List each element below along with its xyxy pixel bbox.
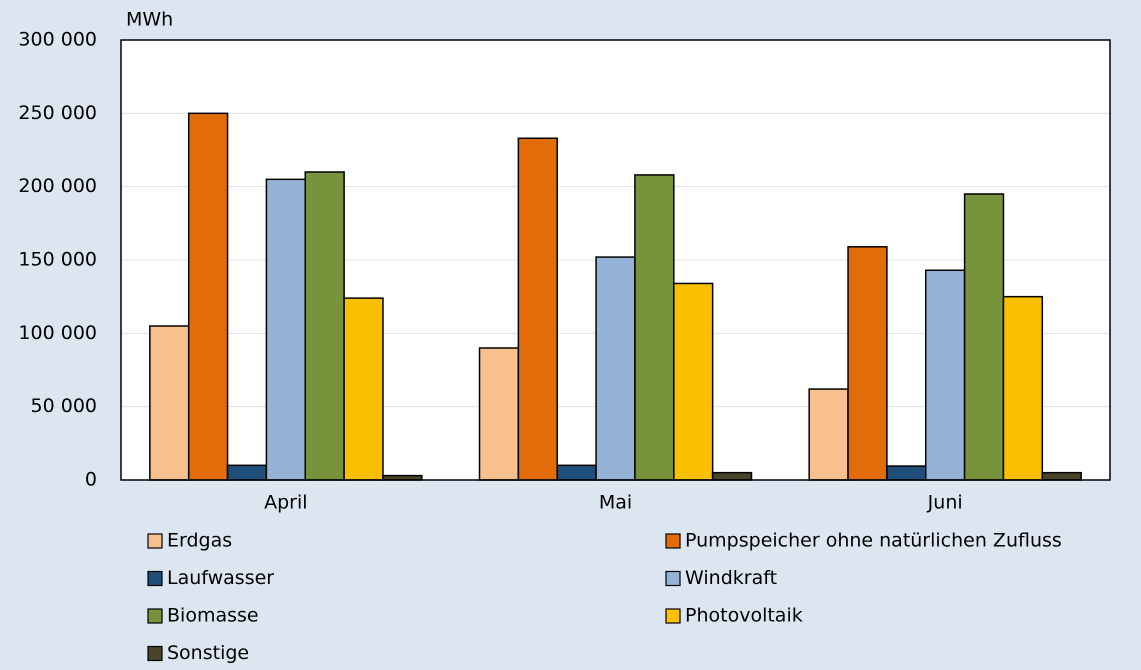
x-tick-label: April — [264, 492, 307, 514]
x-tick-label: Mai — [599, 492, 632, 514]
legend-swatch — [147, 608, 163, 624]
legend-swatch — [147, 570, 163, 587]
bar — [711, 471, 753, 481]
bar — [673, 282, 714, 481]
y-tick-label: 200 000 — [18, 175, 97, 197]
bar — [595, 256, 636, 481]
bar — [478, 347, 520, 481]
x-tick-label: Juni — [927, 492, 963, 514]
bar — [963, 193, 1005, 481]
bar — [1002, 295, 1044, 481]
bar — [517, 137, 558, 481]
plot-frame — [120, 39, 1111, 481]
bar — [187, 112, 229, 481]
y-tick-label: 150 000 — [18, 249, 97, 271]
legend-swatch — [665, 608, 681, 624]
bar — [265, 178, 307, 481]
legend-label: Erdgas — [167, 530, 232, 552]
legend-label: Windkraft — [685, 567, 777, 589]
y-tick-label: 100 000 — [18, 322, 97, 344]
y-unit: MWh — [126, 9, 173, 31]
bar — [886, 465, 927, 481]
y-tick-label: 300 000 — [18, 29, 97, 51]
legend-label: Sonstige — [167, 642, 249, 664]
bar — [304, 171, 345, 481]
bar — [808, 388, 849, 481]
bar — [924, 269, 966, 481]
bar — [1041, 471, 1082, 481]
legend-label: Photovoltaik — [685, 605, 803, 627]
legend-swatch — [147, 645, 163, 662]
bar — [343, 297, 384, 481]
legend-swatch — [147, 533, 163, 549]
bar — [226, 464, 268, 481]
y-tick-label: 250 000 — [18, 102, 97, 124]
legend-label: Laufwasser — [167, 567, 274, 589]
bar — [634, 174, 675, 481]
bar — [149, 325, 190, 481]
bar — [847, 246, 888, 481]
legend-swatch — [665, 533, 681, 549]
legend-label: Pumpspeicher ohne natürlichen Zufluss — [685, 530, 1062, 552]
y-tick-label: 0 — [85, 469, 97, 491]
bar — [556, 464, 597, 481]
legend-label: Biomasse — [167, 605, 259, 627]
y-tick-label: 50 000 — [31, 395, 97, 417]
legend-swatch — [665, 570, 681, 587]
